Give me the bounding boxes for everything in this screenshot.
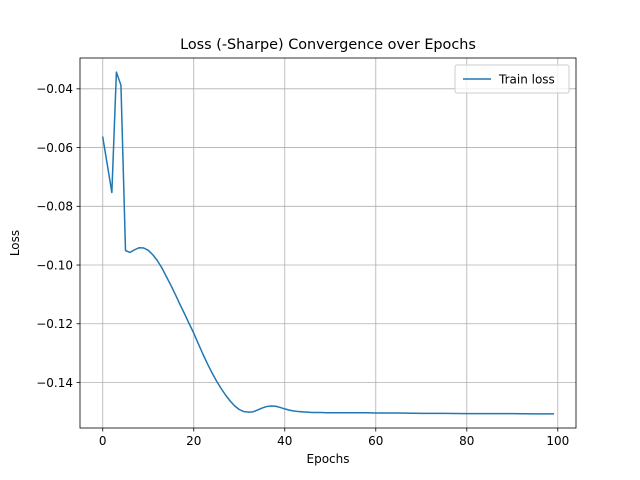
x-axis-label: Epochs (307, 452, 350, 466)
x-tick-label: 0 (99, 434, 107, 448)
y-tick-label: −0.04 (36, 82, 73, 96)
grid-layer (80, 58, 576, 428)
y-tick-label: −0.14 (36, 376, 73, 390)
y-axis-label: Loss (8, 230, 22, 256)
legend: Train loss (454, 64, 570, 94)
series-layer (101, 71, 554, 415)
x-tick-label: 40 (277, 434, 292, 448)
y-tick-label: −0.10 (36, 258, 73, 272)
y-tick-label: −0.08 (36, 200, 73, 214)
y-tick-label: −0.06 (36, 141, 73, 155)
x-tick-label: 20 (186, 434, 201, 448)
plot-frame (79, 57, 577, 429)
legend-box (454, 64, 570, 94)
tick-layer: 0 20 40 60 80 100 −0.04 −0.06 −0.08 −0.10 −0.12 −0.… (36, 82, 569, 448)
legend-label-train-loss: Train loss (498, 72, 555, 86)
y-tick-label: −0.12 (36, 317, 73, 331)
x-tick-label: 80 (459, 434, 474, 448)
series-line-train-loss (101, 71, 554, 415)
x-tick-label: 60 (368, 434, 383, 448)
x-tick-label: 100 (546, 434, 569, 448)
chart-title: Loss (-Sharpe) Convergence over Epochs (180, 37, 476, 53)
